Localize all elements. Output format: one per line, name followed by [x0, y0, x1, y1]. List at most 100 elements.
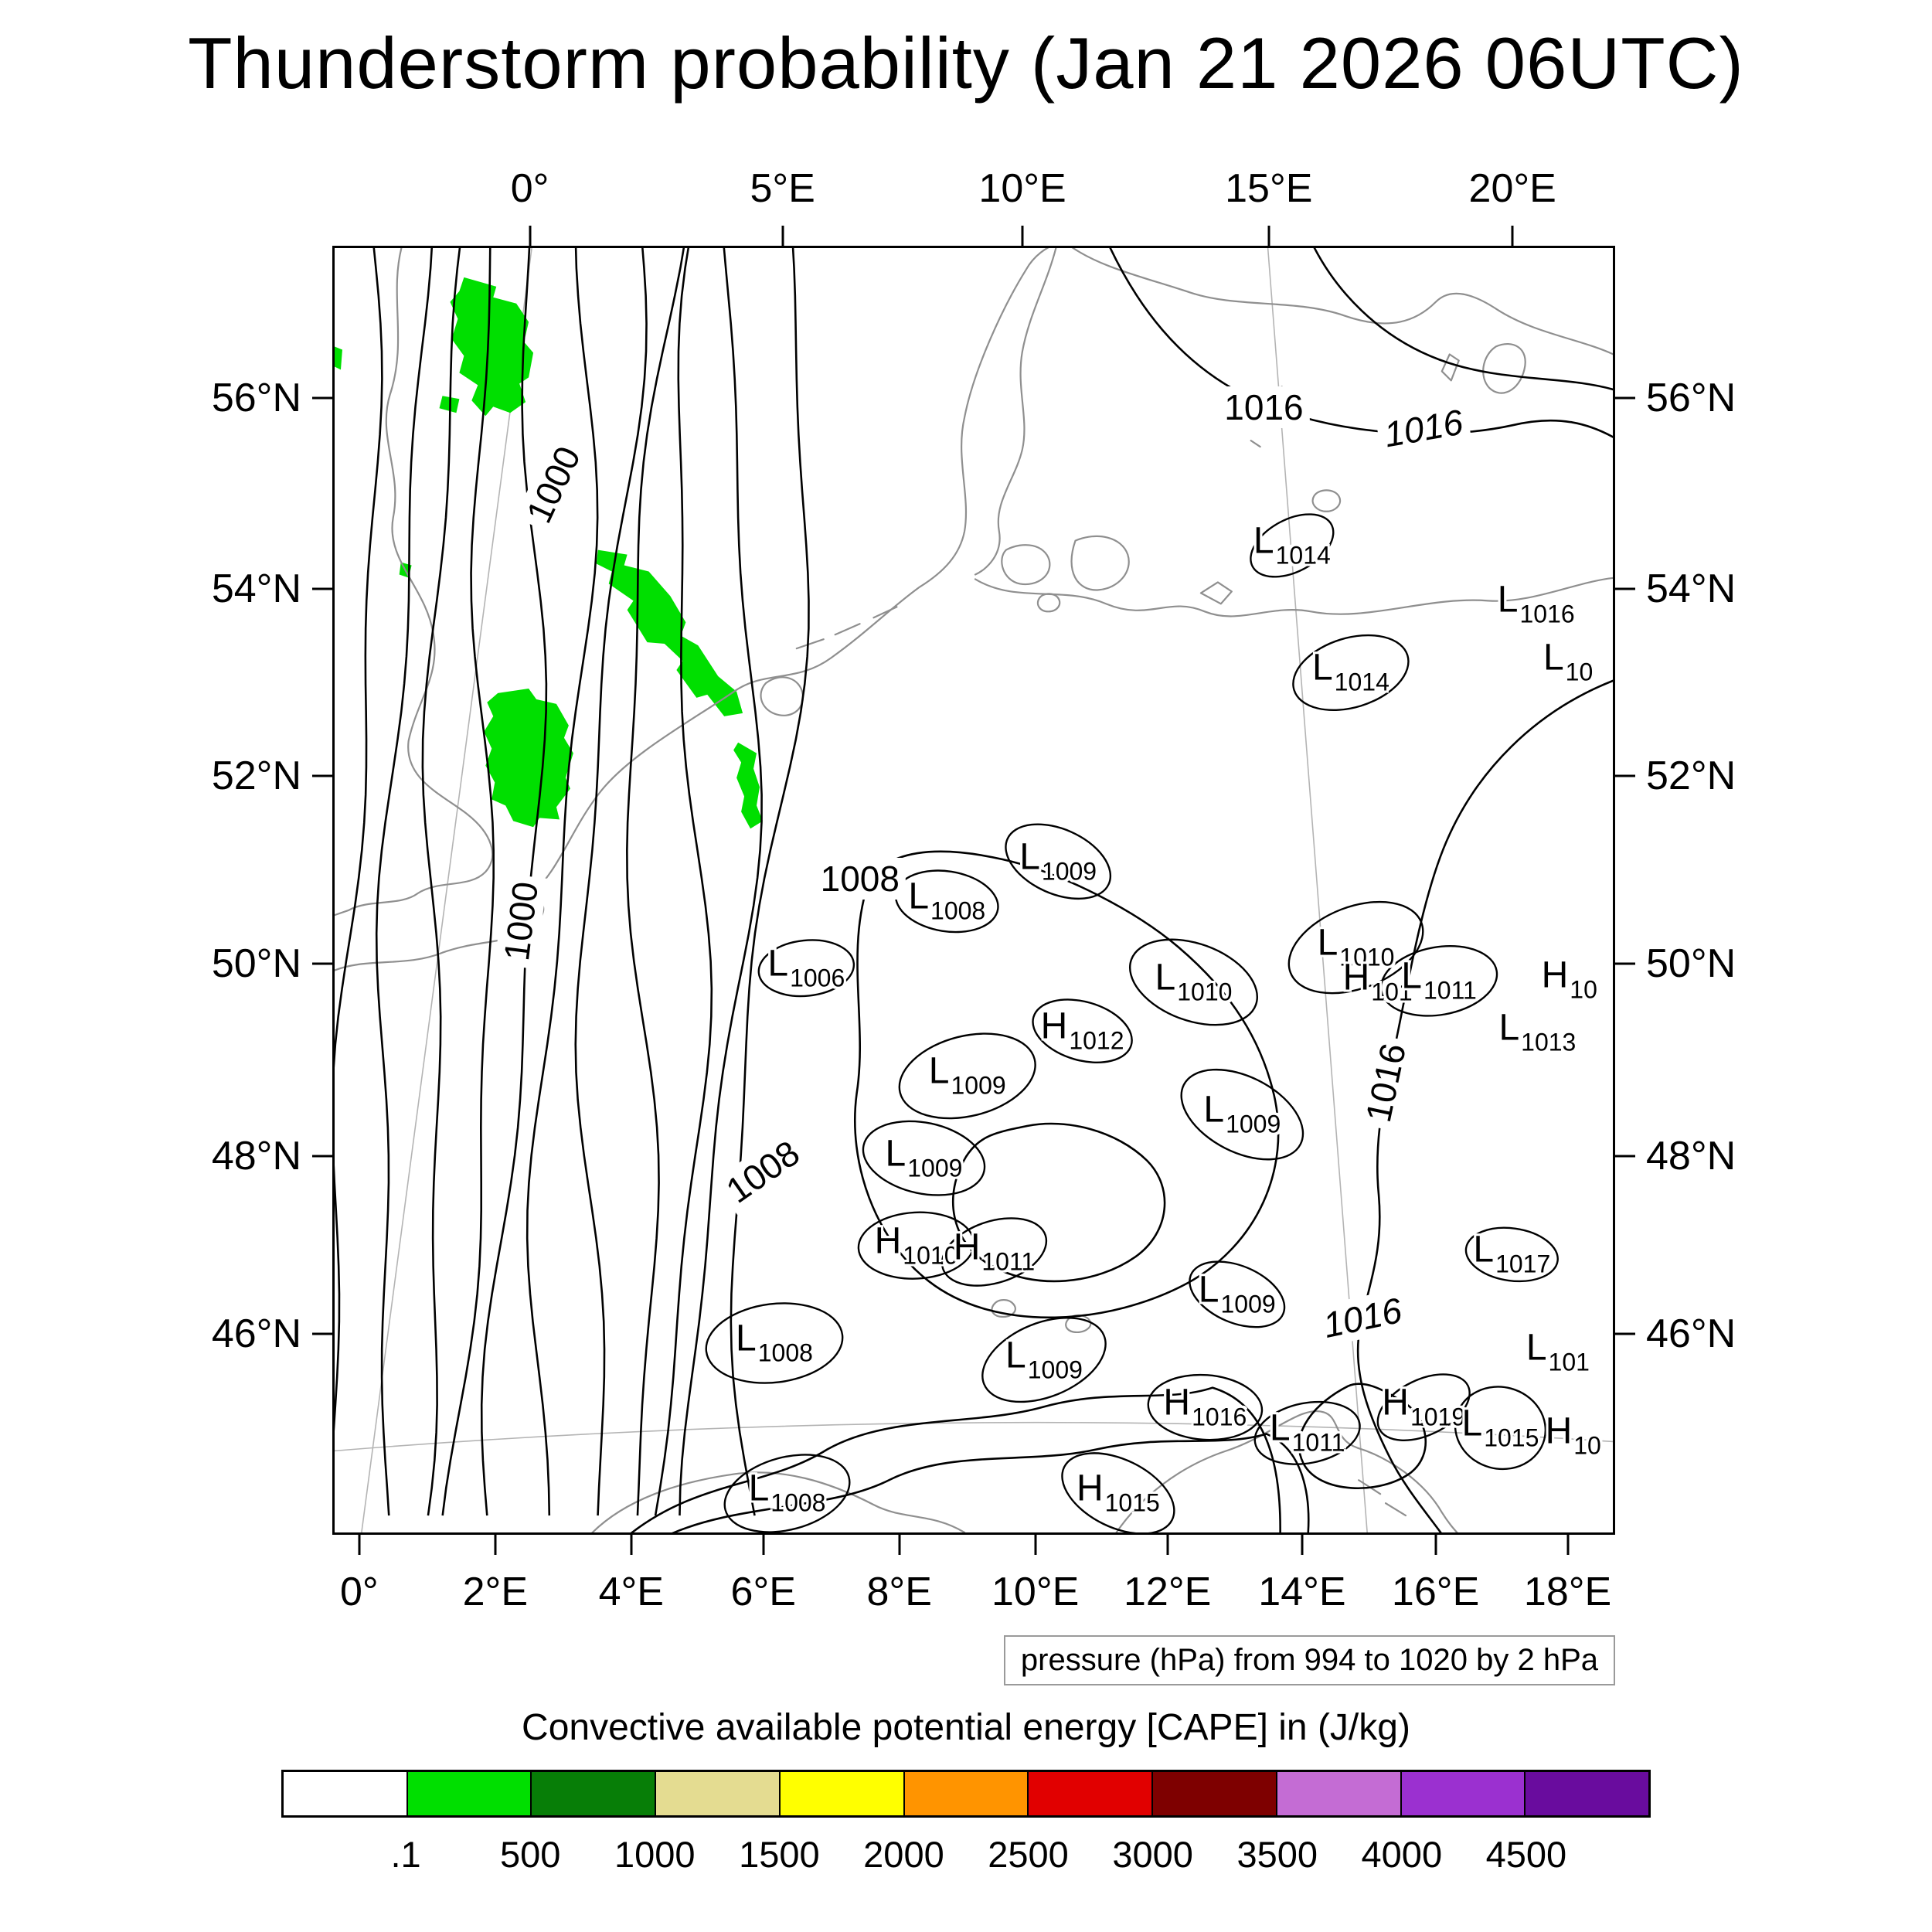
isobar-label-1016: 1016 [1218, 386, 1310, 429]
pressure-marker-layer: L1014 L1016 L10 L1014 L1009 L1008 L1006 L1010 L1… [335, 248, 1613, 1532]
chart-title: Thunderstorm probability (Jan 21 2026 06… [188, 22, 1744, 104]
isobar-label-1008: 1008 [713, 1128, 813, 1216]
colorbar-tick-label: 3500 [1236, 1834, 1318, 1875]
pressure-center-l10: L10 [1543, 637, 1594, 686]
axis-tick-left [312, 962, 332, 965]
pressure-center-l1010: L1010 [1155, 957, 1233, 1006]
axis-tick-bottom [1301, 1535, 1304, 1555]
axis-tick-bottom [630, 1535, 633, 1555]
isobar-line [626, 248, 685, 1516]
colorbar-segment-0 [284, 1772, 406, 1815]
axis-label-left: 48°N [211, 1133, 301, 1179]
isobar-label-1000: 1000 [495, 872, 548, 969]
axis-tick-left [312, 774, 332, 777]
pressure-center-l1009: L1009 [1203, 1089, 1281, 1138]
pressure-center-l1009: L1009 [1019, 836, 1097, 886]
colorbar-segment-6 [1027, 1772, 1152, 1815]
isobar-family [335, 248, 810, 1516]
pressure-center-ring [1376, 1373, 1471, 1441]
pressure-center-ring [757, 939, 855, 998]
isobar-line [679, 248, 763, 1516]
pressure-center-h10: H10 [1545, 1410, 1601, 1460]
isobar-label-1016: 1016 [1355, 1033, 1416, 1132]
axis-tick-bottom [1166, 1535, 1169, 1555]
axis-label-right: 52°N [1646, 753, 1736, 798]
isobar-paths [631, 248, 1613, 1532]
axis-tick-bottom [898, 1535, 901, 1555]
axis-label-top: 15°E [1225, 166, 1313, 211]
axis-tick-right [1615, 1332, 1635, 1335]
map-frame: L1014 L1016 L10 L1014 L1009 L1008 L1006 L1010 L1… [332, 246, 1615, 1535]
axis-tick-top [1511, 226, 1514, 246]
pressure-center-ring [705, 1302, 844, 1384]
axis-label-bottom: 18°E [1523, 1570, 1612, 1614]
axis-tick-left [312, 587, 332, 590]
axis-tick-bottom [762, 1535, 765, 1555]
pressure-center-ring [1128, 938, 1258, 1026]
pressure-center-ring [1287, 900, 1424, 995]
pressure-center-h1012: H1012 [1040, 1005, 1124, 1055]
isobar-line [654, 248, 713, 1516]
isobar-line [421, 248, 461, 1516]
colorbar-tick-label: 2000 [863, 1834, 944, 1875]
colorbar-segment-1 [406, 1772, 531, 1815]
colorbar-segment-4 [778, 1772, 903, 1815]
colorbar-tick-label: 2500 [988, 1834, 1069, 1875]
axis-tick-bottom [1434, 1535, 1437, 1555]
axis-label-top: 10°E [978, 166, 1066, 211]
pressure-center-l1008: L1008 [736, 1318, 813, 1367]
pressure-center-h1016: H1016 [1163, 1382, 1247, 1431]
pressure-center-l1014: L1014 [1311, 647, 1389, 696]
axis-label-bottom: 4°E [598, 1570, 664, 1614]
pressure-center-ring [1250, 513, 1335, 578]
pressure-center-l1009: L1009 [1198, 1269, 1276, 1318]
isobar-line [526, 248, 599, 1516]
pressure-caption: pressure (hPa) from 994 to 1020 by 2 hPa [1003, 1635, 1615, 1685]
pressure-center-ring [1464, 1226, 1559, 1283]
pressure-center-ring [898, 1032, 1036, 1120]
axis-label-top: 0° [510, 166, 549, 211]
map-area: L1014 L1016 L10 L1014 L1009 L1008 L1006 L1010 L1… [212, 166, 1736, 1614]
axis-label-bottom: 0° [340, 1570, 379, 1614]
pressure-center-ring [1147, 1373, 1264, 1441]
pressure-center-l1009: L1009 [1005, 1335, 1083, 1384]
axis-tick-right [1615, 587, 1635, 590]
colorbar-tick-label: .1 [390, 1834, 421, 1875]
pressure-center-h1010: H1010 [874, 1220, 958, 1270]
axis-tick-right [1615, 1155, 1635, 1158]
axis-label-top: 5°E [750, 166, 815, 211]
pressure-center-h101: H101 [1342, 957, 1413, 1006]
pressure-center-h1015: H1015 [1076, 1468, 1160, 1517]
pressure-center-l1009: L1009 [885, 1133, 963, 1182]
pressure-center-l1017: L1017 [1473, 1229, 1551, 1278]
axis-tick-top [781, 226, 784, 246]
pressure-center-h10: H10 [1541, 954, 1597, 1004]
axis-label-left: 54°N [211, 566, 301, 611]
pressure-center-ring [981, 1317, 1107, 1403]
isobar-label-1000: 1000 [515, 434, 592, 535]
pressure-center-ring [1005, 823, 1112, 900]
pressure-center-l1013: L1013 [1498, 1007, 1577, 1056]
pressure-center-ring [1454, 1386, 1547, 1471]
axis-label-right: 48°N [1646, 1133, 1736, 1179]
axis-tick-bottom [1566, 1535, 1570, 1555]
colorbar-segment-3 [655, 1772, 779, 1815]
pressure-center-l1009: L1009 [928, 1050, 1006, 1100]
colorbar-segment-8 [1275, 1772, 1400, 1815]
isobar-label-1008: 1008 [814, 858, 906, 900]
axis-label-bottom: 16°E [1391, 1570, 1480, 1614]
pressure-center-ring [1379, 945, 1498, 1017]
axis-label-left: 56°N [211, 375, 301, 420]
pressure-center-ring [1253, 1400, 1361, 1465]
pressure-center-ring [862, 1120, 986, 1196]
pressure-center-l1011: L1011 [1269, 1407, 1345, 1457]
axis-label-left: 52°N [211, 753, 301, 798]
pressure-center-l1014: L1014 [1253, 520, 1331, 570]
axis-label-bottom: 12°E [1123, 1570, 1212, 1614]
isobar-line [730, 248, 810, 1516]
axis-tick-right [1615, 396, 1635, 400]
pressure-center-ring [940, 1217, 1048, 1287]
pressure-center-ring [1061, 1452, 1175, 1532]
pressure-center-h1011: H1011 [953, 1226, 1036, 1276]
colorbar-tick-label: 4000 [1361, 1834, 1443, 1875]
